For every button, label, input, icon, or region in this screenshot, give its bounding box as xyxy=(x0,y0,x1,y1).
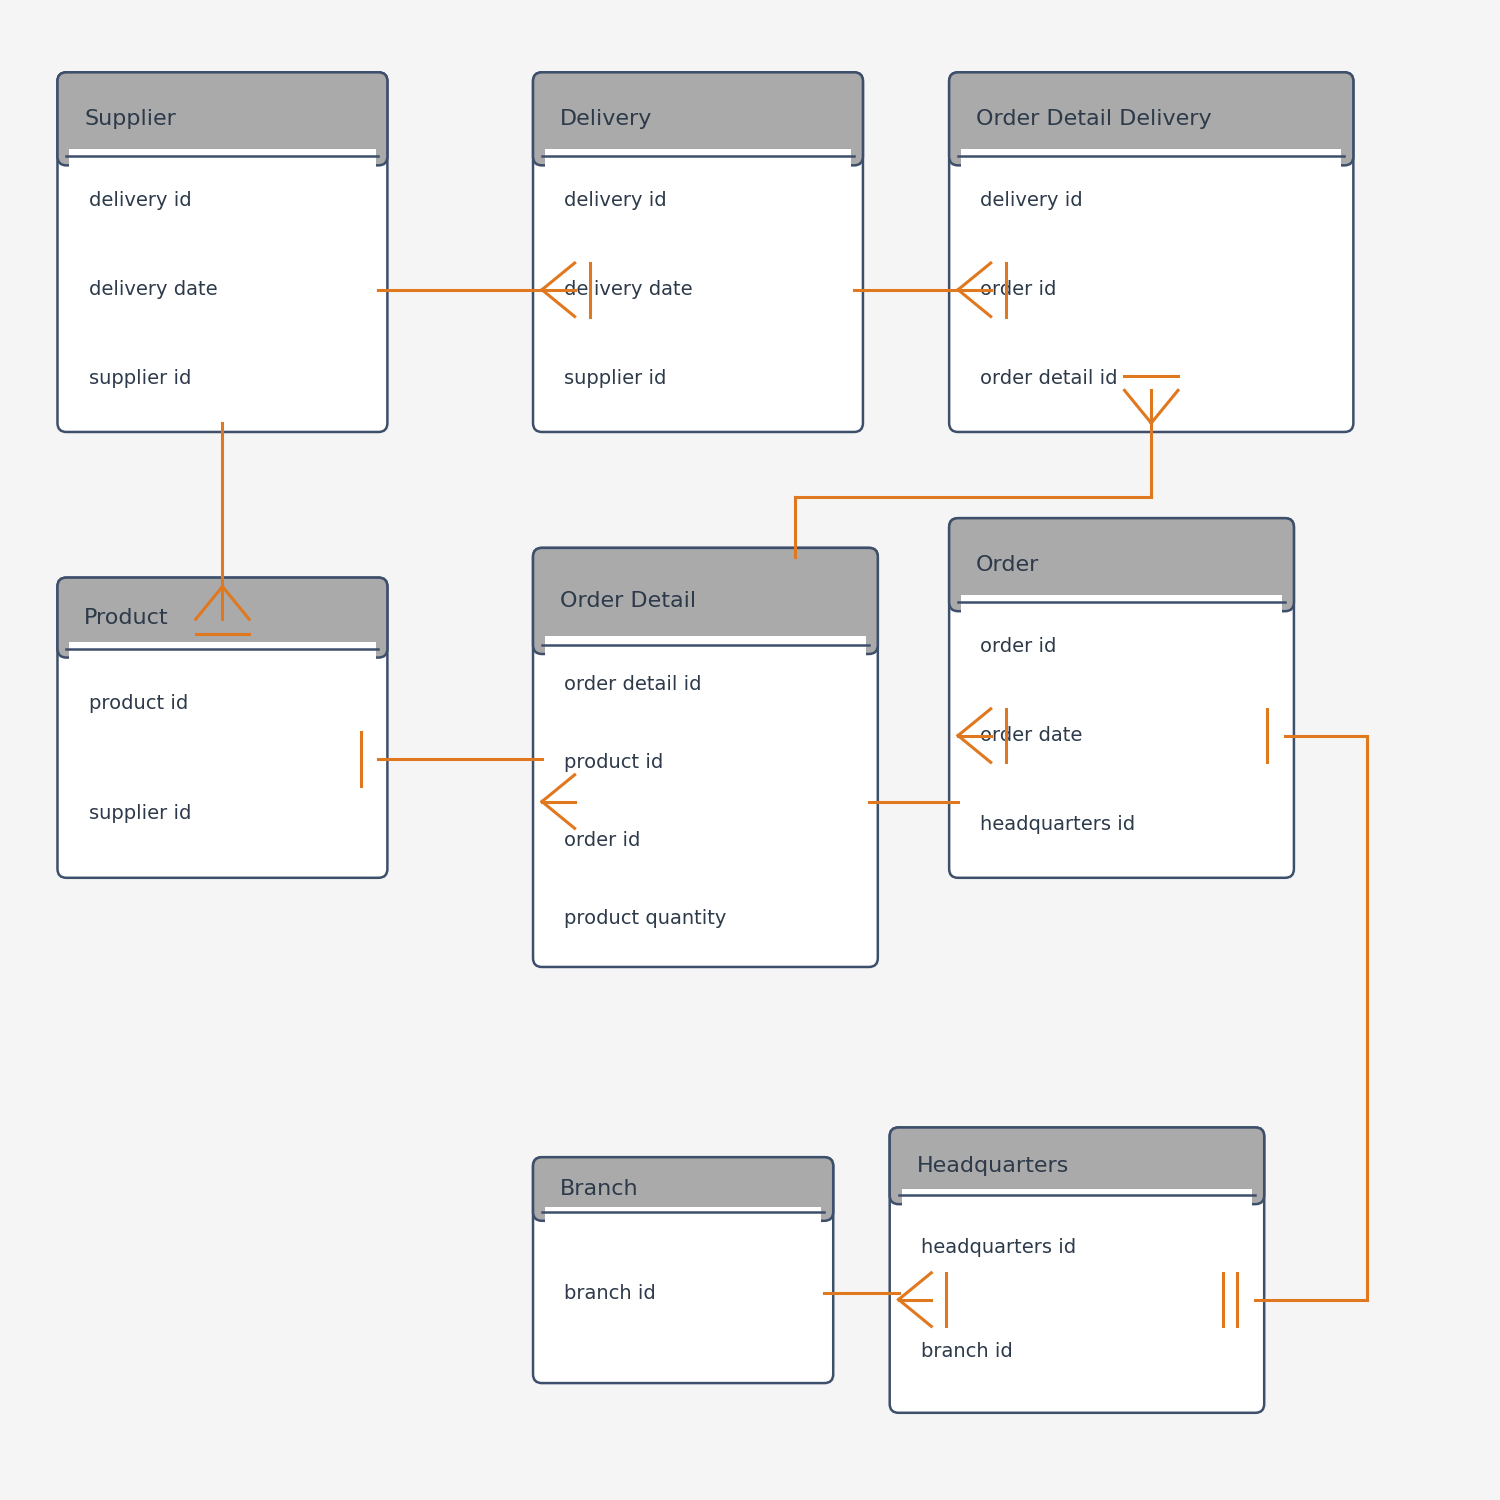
FancyBboxPatch shape xyxy=(57,72,387,432)
Text: Supplier: Supplier xyxy=(84,110,176,129)
Text: Headquarters: Headquarters xyxy=(916,1156,1070,1176)
Text: Delivery: Delivery xyxy=(560,110,652,129)
FancyBboxPatch shape xyxy=(950,518,1294,610)
Text: delivery id: delivery id xyxy=(88,192,192,210)
Bar xyxy=(962,148,1341,178)
Text: delivery id: delivery id xyxy=(981,192,1083,210)
Text: order id: order id xyxy=(981,638,1056,656)
Text: delivery id: delivery id xyxy=(564,192,668,210)
Text: order date: order date xyxy=(981,726,1083,746)
Text: product id: product id xyxy=(564,753,663,772)
FancyBboxPatch shape xyxy=(890,1128,1264,1204)
Bar xyxy=(69,642,375,668)
FancyBboxPatch shape xyxy=(950,72,1353,432)
Text: Product: Product xyxy=(84,608,170,627)
Bar xyxy=(544,636,866,672)
Text: Branch: Branch xyxy=(560,1179,639,1198)
FancyBboxPatch shape xyxy=(532,1156,833,1221)
Text: Order Detail: Order Detail xyxy=(560,591,696,610)
Bar xyxy=(962,118,1341,156)
Bar xyxy=(902,1190,1252,1214)
Bar xyxy=(544,1190,822,1212)
Bar xyxy=(962,564,1282,603)
Bar xyxy=(544,1208,822,1225)
Text: Order: Order xyxy=(976,555,1040,574)
Bar xyxy=(544,602,866,645)
Text: supplier id: supplier id xyxy=(88,804,190,824)
FancyBboxPatch shape xyxy=(57,578,387,657)
Text: order id: order id xyxy=(564,831,640,850)
FancyBboxPatch shape xyxy=(532,72,862,165)
Text: product id: product id xyxy=(88,694,188,712)
Text: order detail id: order detail id xyxy=(981,369,1118,388)
Bar xyxy=(69,148,375,178)
FancyBboxPatch shape xyxy=(57,72,387,165)
Text: headquarters id: headquarters id xyxy=(921,1238,1076,1257)
Bar xyxy=(902,1166,1252,1196)
FancyBboxPatch shape xyxy=(57,578,387,878)
FancyBboxPatch shape xyxy=(950,72,1353,165)
Text: product quantity: product quantity xyxy=(564,909,726,928)
Bar xyxy=(544,118,850,156)
FancyBboxPatch shape xyxy=(532,548,878,968)
Text: order detail id: order detail id xyxy=(564,675,702,693)
FancyBboxPatch shape xyxy=(532,1156,833,1383)
Text: Order Detail Delivery: Order Detail Delivery xyxy=(976,110,1212,129)
Bar xyxy=(69,118,375,156)
Text: supplier id: supplier id xyxy=(88,369,190,388)
Text: supplier id: supplier id xyxy=(564,369,666,388)
Text: order id: order id xyxy=(981,280,1056,300)
Text: branch id: branch id xyxy=(564,1284,656,1302)
Text: delivery date: delivery date xyxy=(88,280,218,300)
Bar xyxy=(544,148,850,178)
Bar xyxy=(69,618,375,648)
FancyBboxPatch shape xyxy=(890,1128,1264,1413)
Text: headquarters id: headquarters id xyxy=(981,815,1136,834)
FancyBboxPatch shape xyxy=(532,72,862,432)
FancyBboxPatch shape xyxy=(532,548,878,654)
Text: branch id: branch id xyxy=(921,1342,1013,1360)
Text: delivery date: delivery date xyxy=(564,280,693,300)
Bar xyxy=(962,596,1282,626)
FancyBboxPatch shape xyxy=(950,518,1294,878)
